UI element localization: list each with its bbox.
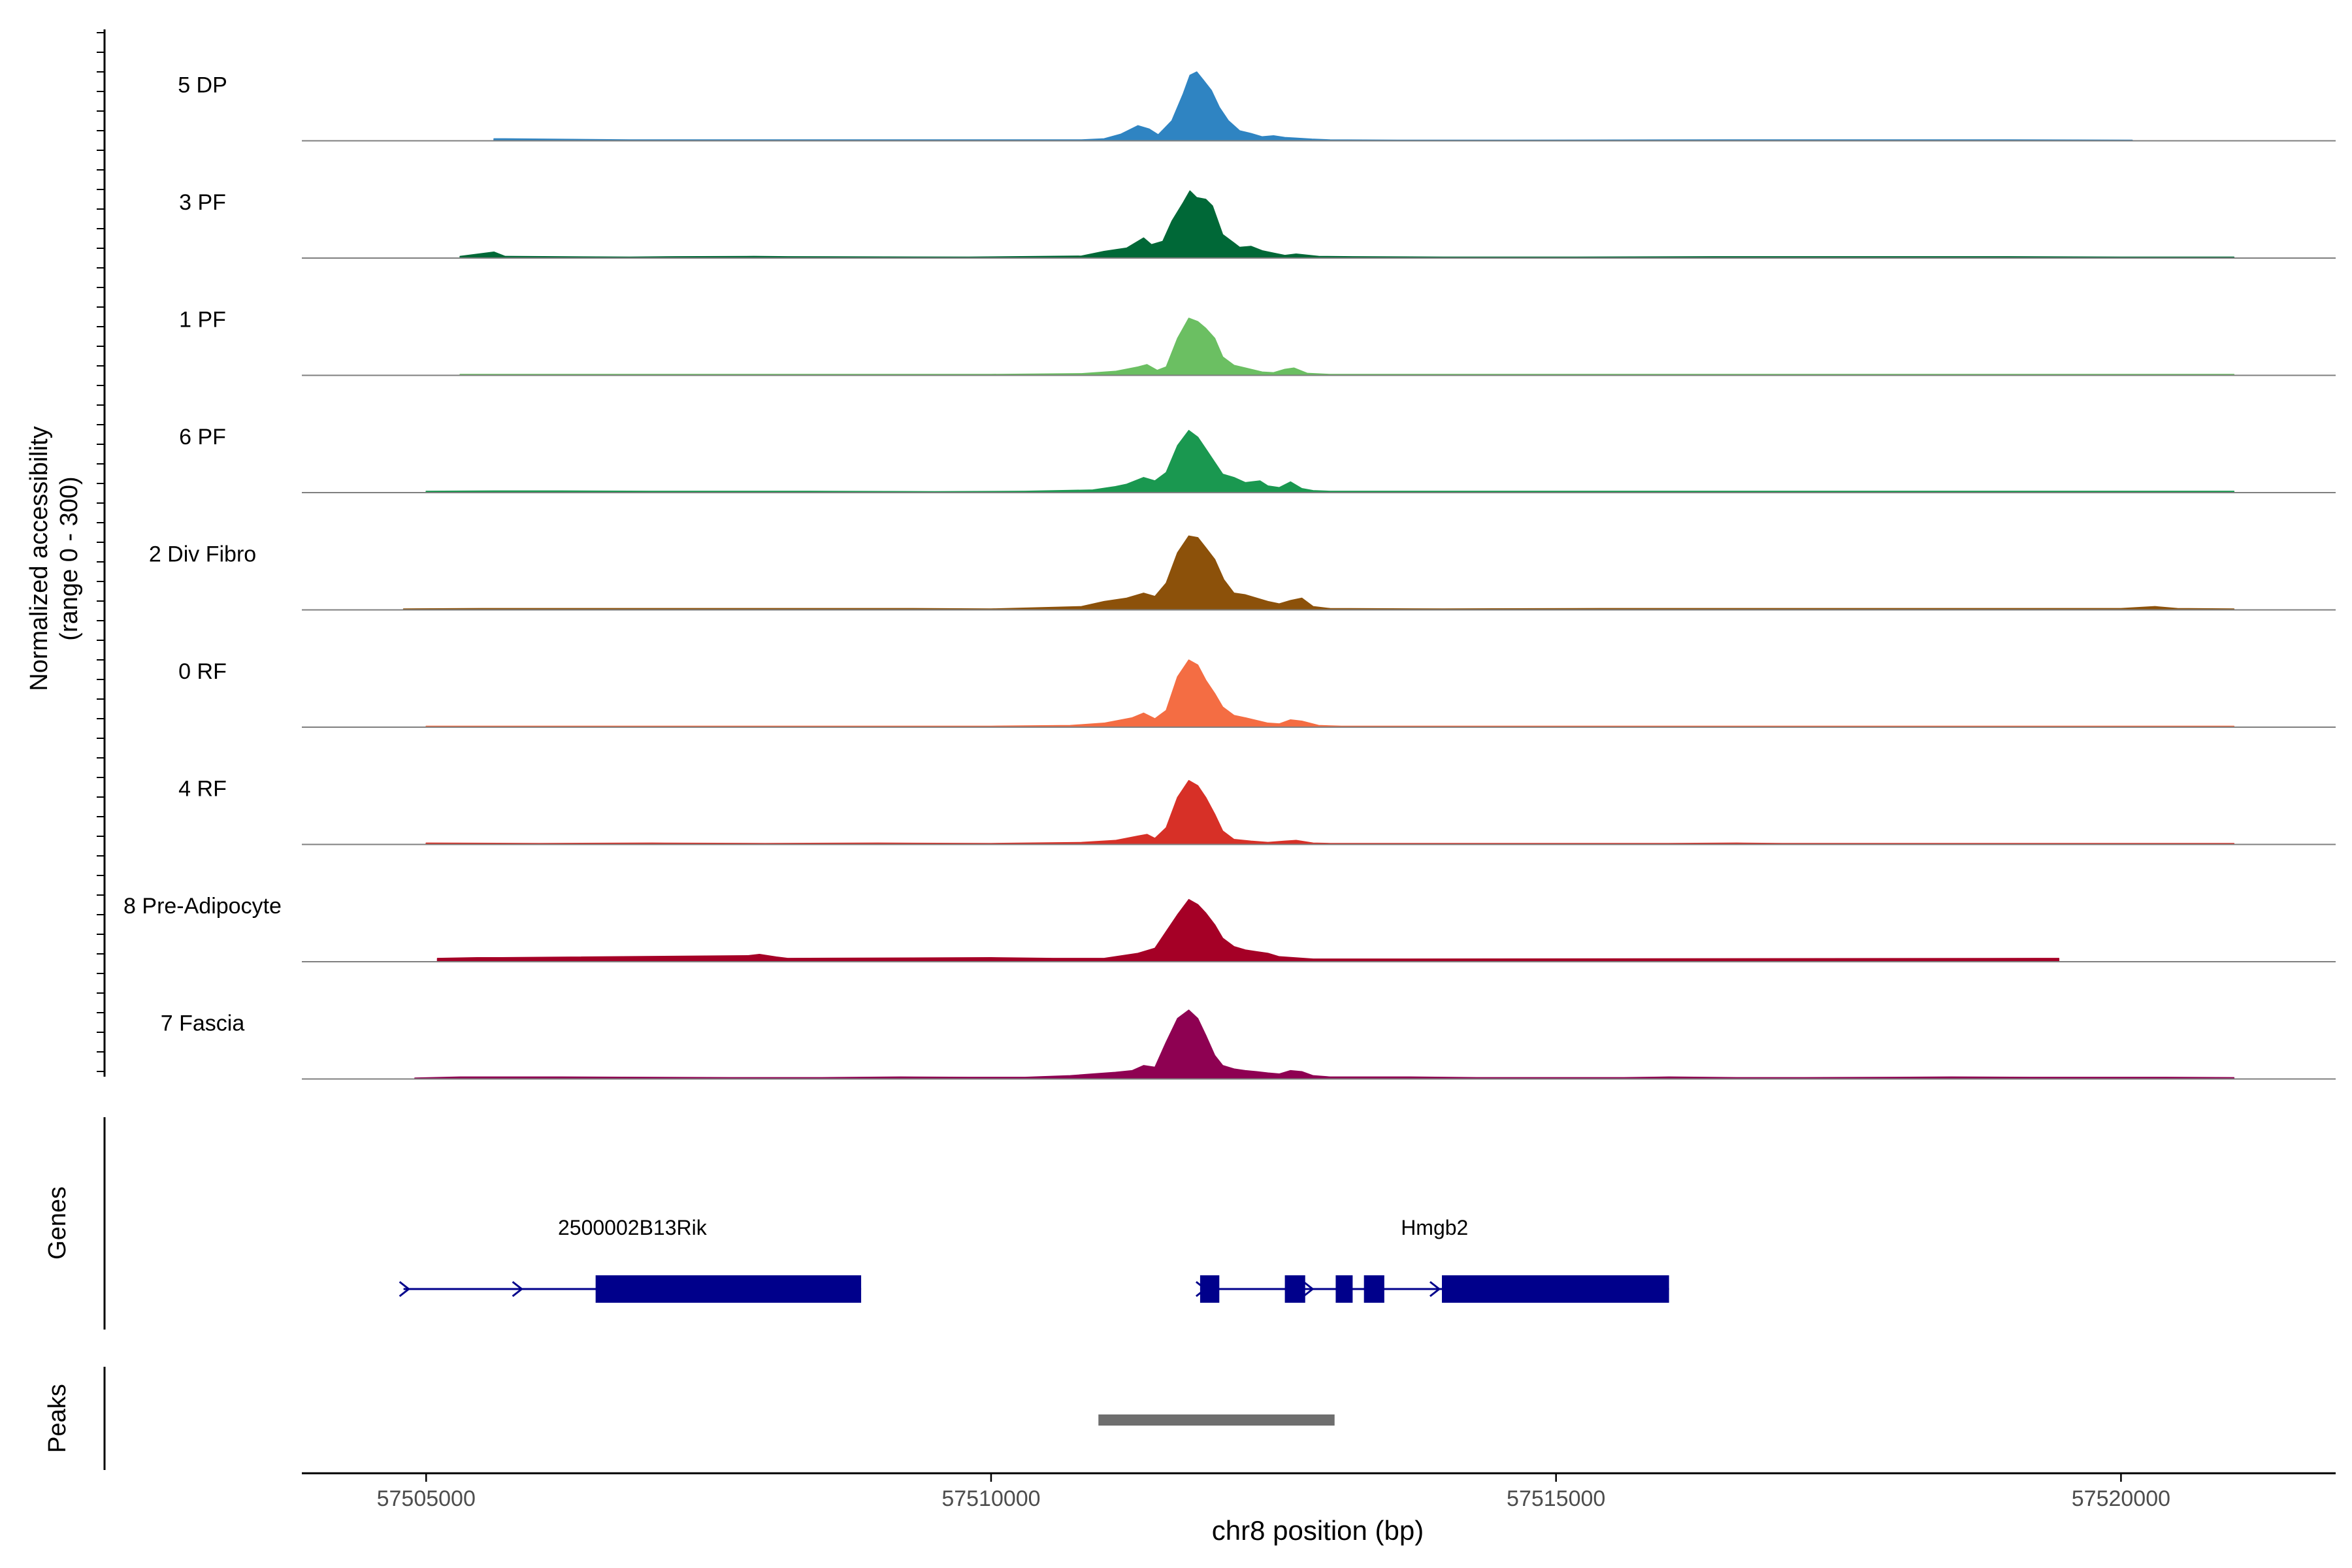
gene-exon	[1335, 1275, 1353, 1303]
y-axis-ticks	[97, 32, 105, 1072]
x-tick-label: 57510000	[941, 1486, 1040, 1511]
gene-exon	[1200, 1275, 1220, 1303]
gene-exon	[595, 1275, 862, 1303]
track-label: 5 DP	[178, 73, 227, 98]
coverage-area	[425, 430, 2235, 493]
gene: Hmgb2	[1195, 1216, 1669, 1303]
coverage-track: 0 RF	[178, 659, 2336, 728]
coverage-area	[493, 71, 2133, 142]
coverage-tracks: 5 DP 3 PF 1 PF 6 PF 2 Div Fibro 0 RF 4 RF 8 Pre…	[123, 71, 2336, 1080]
coverage-track: 6 PF	[179, 425, 2336, 493]
x-axis-title: chr8 position (bp)	[1212, 1515, 1424, 1546]
coverage-area	[414, 1009, 2235, 1080]
peak-bar	[1098, 1414, 1335, 1426]
strand-arrow	[1195, 1281, 1207, 1298]
strand-arrow	[1429, 1281, 1441, 1298]
track-label: 4 RF	[178, 777, 227, 802]
strand-arrow	[512, 1281, 524, 1298]
track-label: 8 Pre-Adipocyte	[123, 894, 282, 919]
track-label: 7 Fascia	[161, 1011, 245, 1036]
coverage-area	[459, 190, 2235, 259]
track-label: 6 PF	[179, 425, 226, 449]
coverage-area	[425, 659, 2235, 728]
coverage-area	[436, 899, 2060, 962]
y-axis-range: (range 0 - 300)	[56, 476, 83, 640]
gene-annotations: 2500002B13Rik Hmgb2	[399, 1216, 1669, 1303]
coverage-track: 3 PF	[179, 190, 2336, 259]
track-label: 2 Div Fibro	[149, 542, 256, 567]
strand-arrow	[1303, 1281, 1315, 1298]
track-label: 1 PF	[179, 308, 226, 333]
coverage-area	[425, 779, 2235, 845]
gene-name: 2500002B13Rik	[558, 1216, 708, 1239]
y-axis-title: Normalized accessibility	[25, 426, 53, 691]
x-axis-ticks: 57505000 57510000 57515000 57520000	[377, 1473, 2170, 1511]
peaks-track-label: Peaks	[44, 1384, 71, 1453]
x-tick-label: 57520000	[2072, 1486, 2170, 1511]
x-tick-label: 57515000	[1507, 1486, 1605, 1511]
strand-arrow	[399, 1281, 411, 1298]
coverage-track: 4 RF	[178, 777, 2336, 845]
gene-exon	[1364, 1275, 1384, 1303]
coverage-track: 8 Pre-Adipocyte	[123, 894, 2336, 962]
peak-ranges	[1098, 1414, 1335, 1426]
coverage-track: 5 DP	[178, 71, 2336, 142]
coverage-area	[402, 535, 2235, 611]
gene-exon	[1284, 1275, 1305, 1303]
genes-track-label: Genes	[44, 1186, 71, 1260]
gene-exon	[1442, 1275, 1669, 1303]
coverage-track: 1 PF	[179, 308, 2336, 376]
track-label: 0 RF	[178, 659, 227, 684]
x-tick-label: 57505000	[377, 1486, 476, 1511]
gene: 2500002B13Rik	[399, 1216, 862, 1303]
track-label: 3 PF	[179, 190, 226, 215]
coverage-track: 2 Div Fibro	[149, 535, 2336, 611]
coverage-track: 7 Fascia	[161, 1009, 2336, 1080]
coverage-area	[459, 318, 2235, 376]
gene-name: Hmgb2	[1401, 1216, 1468, 1239]
